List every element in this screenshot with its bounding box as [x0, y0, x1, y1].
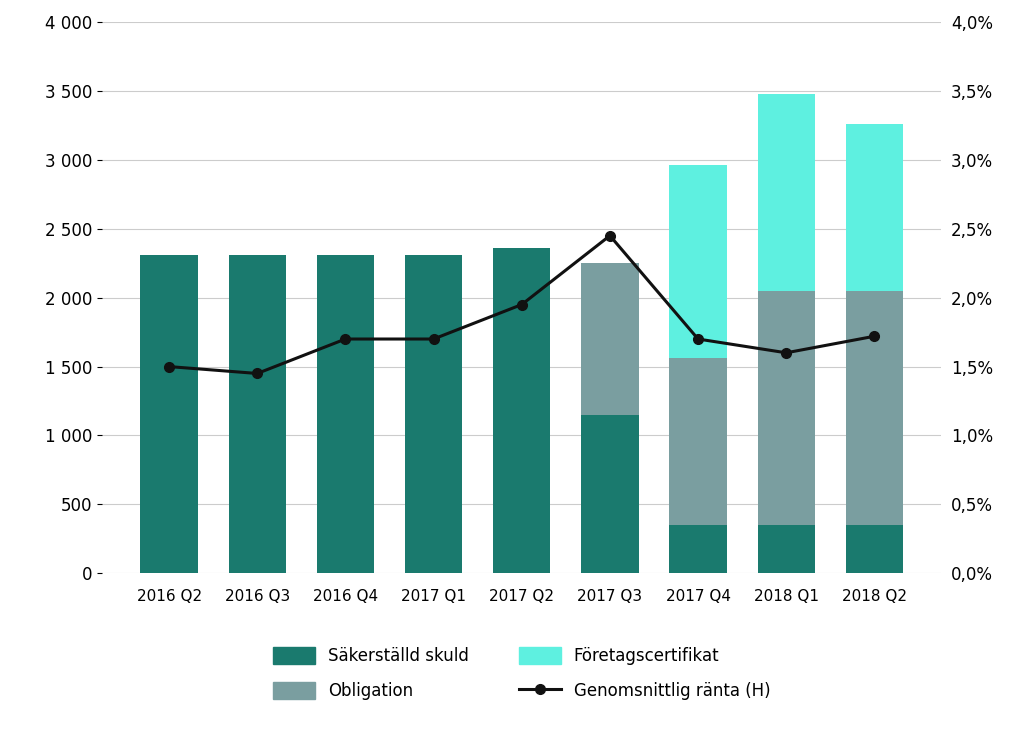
Bar — [669, 359, 726, 525]
Bar — [317, 255, 374, 573]
Bar — [405, 255, 462, 573]
Bar — [669, 165, 726, 359]
Bar — [758, 525, 815, 573]
Bar — [758, 291, 815, 525]
Bar — [140, 255, 197, 573]
Bar — [493, 248, 550, 573]
Bar — [846, 291, 903, 525]
Bar — [669, 525, 726, 573]
Bar — [581, 263, 638, 415]
Bar — [581, 415, 638, 573]
Bar — [846, 525, 903, 573]
Bar — [228, 255, 285, 573]
Bar — [758, 94, 815, 291]
Bar — [846, 124, 903, 291]
Legend: Säkerställd skuld, Obligation, Företagscertifikat, Genomsnittlig ränta (H): Säkerställd skuld, Obligation, Företagsc… — [265, 639, 779, 709]
